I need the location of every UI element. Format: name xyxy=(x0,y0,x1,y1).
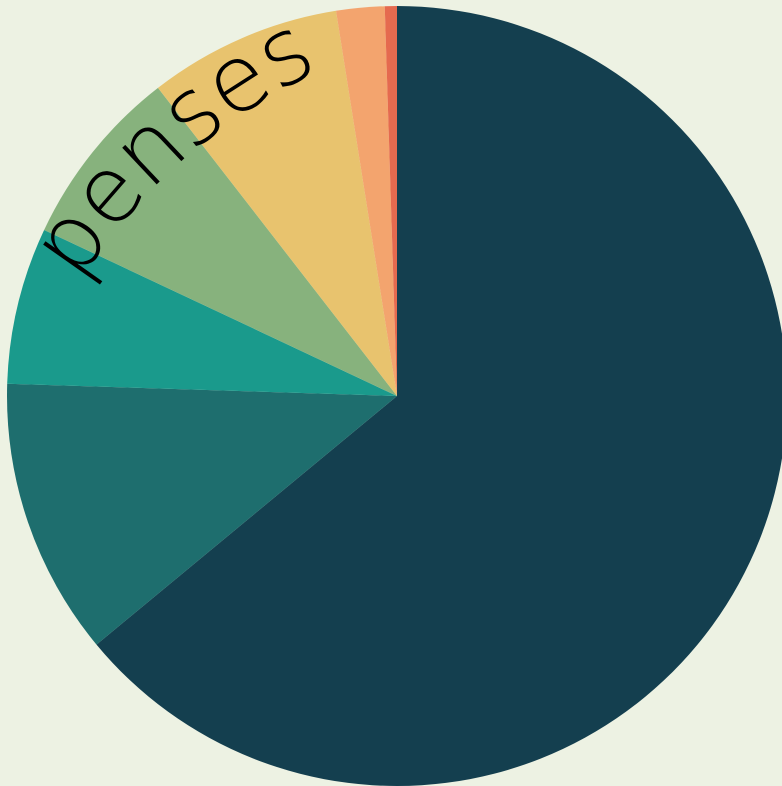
pie-slice-4 xyxy=(44,87,398,396)
pie-slice-1 xyxy=(96,6,782,786)
pie-slice-7 xyxy=(384,5,397,396)
pie-slices xyxy=(6,5,782,786)
pie-slice-6 xyxy=(335,6,397,396)
pie-slice-5 xyxy=(157,10,397,397)
pie-slice-3 xyxy=(7,229,397,396)
pie-slice-2 xyxy=(6,383,397,645)
